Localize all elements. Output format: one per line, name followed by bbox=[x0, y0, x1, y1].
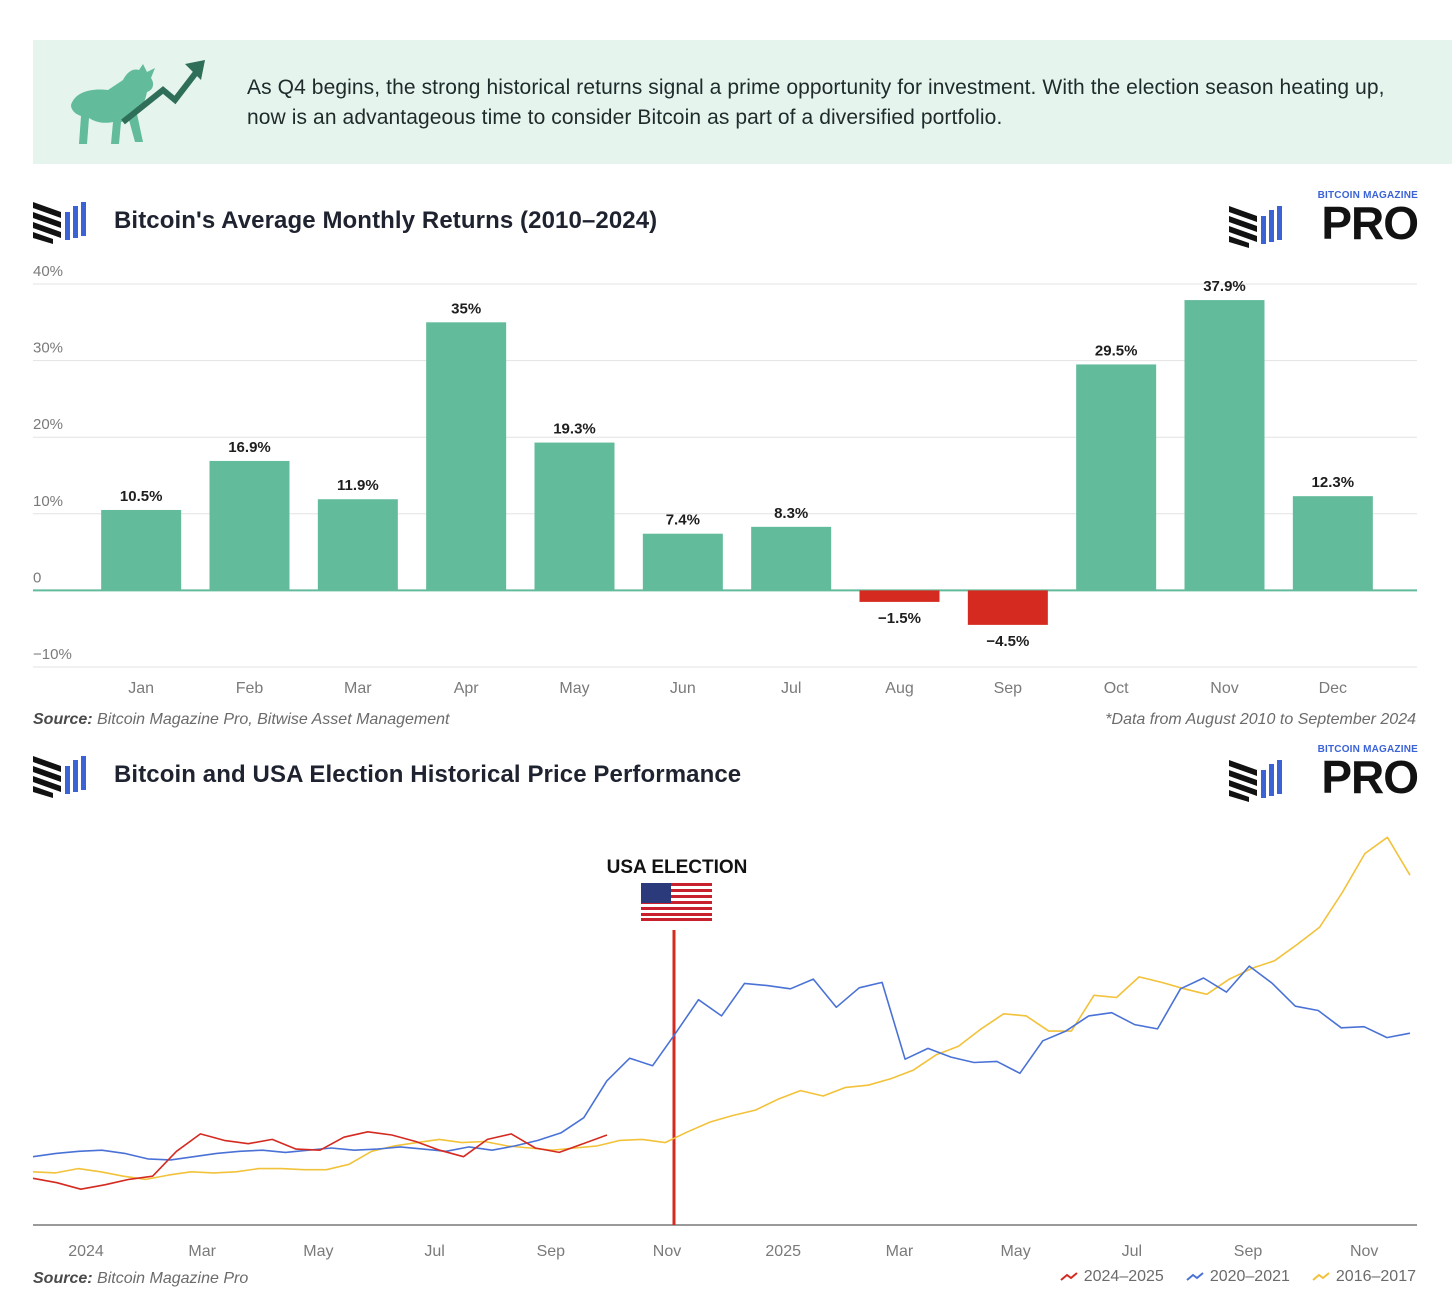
legend-label: 2020–2021 bbox=[1209, 1268, 1290, 1285]
election-label: USA ELECTION bbox=[607, 857, 748, 878]
x-tick-label: Jul bbox=[781, 680, 801, 697]
source-label: Source: bbox=[33, 1270, 93, 1287]
x-tick-label: Sep bbox=[537, 1243, 566, 1260]
x-tick-label: Mar bbox=[188, 1243, 216, 1260]
bar bbox=[1292, 496, 1373, 591]
brand-pro: PRO bbox=[1321, 197, 1419, 249]
x-tick-label: Sep bbox=[994, 680, 1023, 697]
x-tick-label: May bbox=[303, 1243, 333, 1260]
source-text: Bitcoin Magazine Pro, Bitwise Asset Mana… bbox=[92, 711, 450, 728]
bar bbox=[1076, 364, 1157, 591]
source-label: Source: bbox=[33, 711, 93, 728]
x-tick-label: Jul bbox=[1122, 1243, 1142, 1260]
data-label: 8.3% bbox=[774, 505, 808, 522]
legend-label: 2016–2017 bbox=[1335, 1268, 1416, 1285]
y-tick-label: 20% bbox=[33, 416, 63, 433]
bmpro-mark-icon bbox=[33, 202, 86, 244]
series-line-2020–2021 bbox=[32, 965, 1411, 1161]
brand-logo: BITCOIN MAGAZINE PRO bbox=[1228, 190, 1419, 250]
y-tick-label: 0 bbox=[33, 569, 41, 586]
bar bbox=[534, 442, 615, 591]
bar bbox=[317, 499, 398, 591]
legend-item-2020: 2020–2021 bbox=[1186, 1268, 1290, 1286]
x-tick-label: Nov bbox=[653, 1243, 681, 1260]
legend-item-2016: 2016–2017 bbox=[1312, 1268, 1416, 1286]
y-tick-label: −10% bbox=[33, 646, 72, 663]
bar bbox=[751, 526, 832, 591]
intro-banner: As Q4 begins, the strong historical retu… bbox=[33, 40, 1452, 164]
bmpro-mark-icon bbox=[33, 756, 86, 798]
bmpro-mark-icon bbox=[1229, 206, 1282, 248]
chart2-title: Bitcoin and USA Election Historical Pric… bbox=[114, 761, 742, 788]
x-tick-label: Jun bbox=[670, 680, 696, 697]
x-tick-label: Sep bbox=[1234, 1243, 1263, 1260]
data-label: 7.4% bbox=[666, 512, 700, 529]
x-tick-label: Oct bbox=[1104, 680, 1129, 697]
x-tick-label: Nov bbox=[1350, 1243, 1378, 1260]
x-tick-label: 2024 bbox=[68, 1243, 104, 1260]
x-tick-label: Mar bbox=[886, 1243, 914, 1260]
bmpro-mark-icon bbox=[1229, 760, 1282, 802]
series-line-2024–2025 bbox=[32, 1130, 608, 1191]
us-flag-icon bbox=[641, 883, 712, 921]
bar bbox=[426, 322, 507, 591]
x-tick-label: Nov bbox=[1210, 680, 1238, 697]
x-tick-label: Jan bbox=[128, 680, 154, 697]
x-tick-label: 2025 bbox=[765, 1243, 801, 1260]
chart1-source: Source: Bitcoin Magazine Pro, Bitwise As… bbox=[33, 711, 449, 729]
legend-item-2024: 2024–2025 bbox=[1060, 1268, 1164, 1286]
x-tick-label: Apr bbox=[454, 680, 480, 697]
monthly-returns-chart: 40% 30% 20% 10% 0 −10% 10.5% Jan 16.9% Feb 11.9% Ma… bbox=[33, 263, 1417, 697]
legend-swatch bbox=[1186, 1272, 1204, 1281]
brand-logo: BITCOIN MAGAZINE PRO bbox=[1228, 744, 1419, 804]
data-label: 29.5% bbox=[1095, 342, 1138, 359]
x-tick-label: May bbox=[1000, 1243, 1030, 1260]
brand-pro: PRO bbox=[1321, 751, 1419, 803]
data-label: −4.5% bbox=[986, 633, 1029, 650]
x-tick-label: Jul bbox=[424, 1243, 444, 1260]
data-label: 16.9% bbox=[228, 439, 271, 456]
bar bbox=[859, 590, 940, 602]
chart2-legend: 2024–2025 2020–2021 2016–2017 bbox=[1060, 1268, 1416, 1286]
data-label: −1.5% bbox=[878, 610, 921, 627]
chart1-note: *Data from August 2010 to September 2024 bbox=[1105, 711, 1416, 728]
bar bbox=[642, 533, 723, 591]
source-text: Bitcoin Magazine Pro bbox=[92, 1270, 249, 1287]
bar bbox=[967, 590, 1048, 625]
legend-swatch bbox=[1312, 1272, 1330, 1281]
bull-arrow-icon bbox=[71, 60, 205, 144]
data-label: 10.5% bbox=[120, 488, 163, 505]
brand-sub: BITCOIN MAGAZINE bbox=[1317, 190, 1418, 201]
election-performance-chart: USA ELECTION 2024 Mar May Jul Sep Nov 2025 Mar M… bbox=[32, 836, 1417, 1260]
data-label: 37.9% bbox=[1203, 278, 1246, 295]
y-tick-label: 40% bbox=[33, 263, 63, 280]
bar bbox=[101, 509, 182, 591]
banner-text: As Q4 begins, the strong historical retu… bbox=[247, 76, 1385, 129]
bar bbox=[209, 460, 290, 591]
y-tick-label: 30% bbox=[33, 340, 63, 357]
series-line-2016–2017 bbox=[32, 836, 1411, 1181]
legend-label: 2024–2025 bbox=[1083, 1268, 1164, 1285]
data-label: 12.3% bbox=[1312, 474, 1355, 491]
data-label: 11.9% bbox=[337, 477, 379, 494]
y-tick-label: 10% bbox=[33, 493, 63, 510]
data-label: 19.3% bbox=[553, 421, 596, 438]
legend-swatch bbox=[1060, 1272, 1078, 1281]
chart2-source: Source: Bitcoin Magazine Pro bbox=[33, 1270, 248, 1288]
bar bbox=[1184, 300, 1265, 591]
x-tick-label: Feb bbox=[236, 680, 264, 697]
x-tick-label: Mar bbox=[344, 680, 372, 697]
x-tick-label: May bbox=[559, 680, 589, 697]
brand-sub: BITCOIN MAGAZINE bbox=[1317, 744, 1418, 755]
data-label: 35% bbox=[451, 300, 481, 317]
chart1-title: Bitcoin's Average Monthly Returns (2010–… bbox=[114, 207, 658, 234]
x-tick-label: Aug bbox=[885, 680, 913, 697]
x-tick-label: Dec bbox=[1319, 680, 1347, 697]
